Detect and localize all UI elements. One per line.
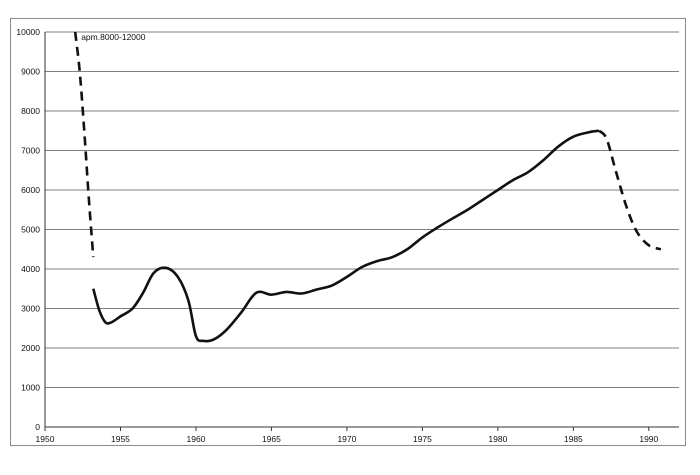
y-tick-labels: 0 1000 2000 3000 4000 5000 6000 7000 8000 9000 100… xyxy=(16,27,40,432)
y-tick-label: 5000 xyxy=(21,225,40,235)
x-tick-labels: 1950 1955 1960 1965 1970 1975 1980 1985 1990 xyxy=(36,434,659,444)
axes xyxy=(44,32,679,431)
series-line-dashed-3 xyxy=(598,129,662,251)
x-tick-label: 1985 xyxy=(564,434,583,444)
series-lines xyxy=(73,31,662,343)
y-tick-label: 10000 xyxy=(16,27,40,37)
y-tick-label: 7000 xyxy=(21,146,40,156)
x-tick-label: 1950 xyxy=(36,434,55,444)
y-tick-label: 1000 xyxy=(21,383,40,393)
x-tick-label: 1970 xyxy=(337,434,356,444)
y-tick-label: 2000 xyxy=(21,343,40,353)
y-tick-label: 4000 xyxy=(21,264,40,274)
x-tick-label: 1975 xyxy=(413,434,432,444)
series-line-solid-2 xyxy=(92,129,600,343)
line-chart: 0 1000 2000 3000 4000 5000 6000 7000 8000 9000 100… xyxy=(10,18,686,446)
y-tick-label: 8000 xyxy=(21,106,40,116)
y-tick-label: 9000 xyxy=(21,67,40,77)
chart-canvas: 0 1000 2000 3000 4000 5000 6000 7000 8000 9000 100… xyxy=(16,27,679,444)
y-tick-label: 3000 xyxy=(21,304,40,314)
annotation-label: apm.8000-12000 xyxy=(81,32,146,42)
x-tick-label: 1980 xyxy=(488,434,507,444)
y-tick-label: 0 xyxy=(35,422,40,432)
series-line-dashed-1 xyxy=(73,31,95,258)
x-tick-label: 1955 xyxy=(111,434,130,444)
grid-lines xyxy=(45,31,679,388)
x-tick-label: 1990 xyxy=(639,434,658,444)
x-tick-label: 1960 xyxy=(186,434,205,444)
x-tick-label: 1965 xyxy=(262,434,281,444)
y-tick-label: 6000 xyxy=(21,185,40,195)
